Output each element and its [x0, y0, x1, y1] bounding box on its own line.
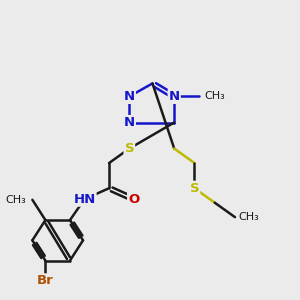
- Text: S: S: [124, 142, 134, 155]
- Text: Br: Br: [37, 274, 54, 287]
- Text: CH₃: CH₃: [238, 212, 259, 222]
- Text: CH₃: CH₃: [6, 195, 27, 205]
- Text: CH₃: CH₃: [205, 92, 225, 101]
- Text: O: O: [128, 193, 139, 206]
- Text: N: N: [169, 90, 180, 103]
- Text: N: N: [124, 116, 135, 129]
- Text: N: N: [124, 90, 135, 103]
- Text: HN: HN: [73, 193, 96, 206]
- Text: S: S: [190, 182, 199, 195]
